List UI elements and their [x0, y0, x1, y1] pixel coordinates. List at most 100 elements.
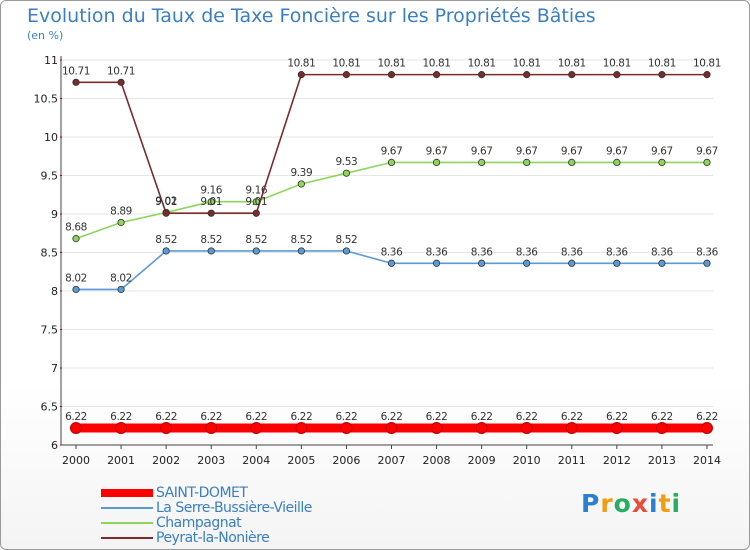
- series-line-3: [75, 73, 708, 215]
- x-tick-label: 2001: [107, 454, 135, 467]
- logo-letter: P: [581, 489, 601, 518]
- data-point: [252, 247, 260, 255]
- data-point: [613, 158, 621, 167]
- y-tick-label: 8.5: [41, 247, 59, 260]
- x-tick-label: 2011: [558, 454, 586, 467]
- data-label: 9.01: [200, 196, 222, 208]
- data-point: [658, 259, 666, 267]
- data-label: 6.22: [471, 411, 493, 423]
- data-point: [162, 209, 170, 217]
- data-point: [568, 158, 576, 167]
- x-tick-label: 2014: [693, 454, 721, 467]
- logo-letter: i: [649, 489, 659, 518]
- data-point: [655, 422, 668, 435]
- data-point: [523, 71, 531, 79]
- data-point: [475, 422, 488, 435]
- data-label: 9.67: [516, 145, 538, 157]
- logo-letter: x: [631, 489, 649, 518]
- data-label: 6.22: [696, 411, 718, 423]
- data-point: [703, 259, 711, 267]
- x-tick-label: 2003: [197, 454, 225, 467]
- data-point: [703, 158, 711, 167]
- data-label: 8.68: [65, 222, 87, 234]
- data-label: 10.71: [107, 65, 135, 77]
- data-point: [207, 209, 215, 217]
- data-label: 6.22: [426, 411, 448, 423]
- data-label: 8.36: [696, 246, 718, 258]
- x-tick-label: 2004: [242, 454, 270, 467]
- data-point: [703, 71, 711, 79]
- logo-letter: i: [671, 489, 682, 518]
- x-tick-label: 2005: [287, 454, 315, 467]
- data-label: 8.52: [155, 234, 177, 246]
- data-point: [115, 422, 128, 435]
- data-label: 6.22: [606, 411, 628, 423]
- legend-swatch: [101, 488, 153, 497]
- data-label: 9.39: [290, 167, 312, 179]
- data-label: 10.81: [423, 58, 451, 70]
- data-point: [207, 198, 215, 206]
- y-tick-label: 7.5: [41, 324, 59, 337]
- data-point: [162, 247, 170, 255]
- legend-swatch: [101, 506, 153, 509]
- data-label: 6.22: [651, 411, 673, 423]
- data-label: 10.81: [468, 58, 496, 70]
- legend-item: SAINT-DOMET: [101, 485, 312, 501]
- data-label: 8.52: [200, 234, 222, 246]
- data-label: 8.52: [245, 234, 267, 246]
- data-point: [523, 158, 531, 167]
- data-point: [520, 422, 533, 435]
- data-point: [70, 422, 82, 435]
- y-tick-label: 9: [51, 208, 58, 221]
- logo-letter: t: [658, 489, 672, 518]
- data-label: 10.81: [558, 58, 586, 70]
- data-point: [117, 285, 125, 294]
- x-tick-label: 2013: [648, 454, 676, 467]
- data-point: [117, 78, 125, 86]
- data-point: [387, 71, 396, 79]
- data-point: [297, 71, 305, 79]
- x-tick-label: 2002: [152, 454, 180, 467]
- y-tick-label: 6.5: [41, 401, 59, 414]
- data-label: 9.16: [200, 185, 222, 197]
- data-point: [613, 259, 621, 267]
- proxiti-logo[interactable]: Proxiti: [581, 489, 681, 518]
- data-point: [478, 158, 486, 167]
- data-label: 9.67: [381, 145, 403, 157]
- data-point: [342, 169, 351, 177]
- data-label: 10.81: [513, 58, 541, 70]
- legend-item: Champagnat: [101, 515, 312, 531]
- chart-legend: SAINT-DOMET La Serre-Bussière-Vieille Cham…: [101, 485, 312, 546]
- y-tick-label: 6: [51, 439, 58, 452]
- data-point: [250, 422, 263, 435]
- data-point: [385, 422, 398, 435]
- data-label: 8.52: [290, 234, 312, 246]
- y-tick-label: 8: [51, 285, 58, 298]
- x-tick-label: 2008: [423, 454, 451, 467]
- x-tick-label: 2000: [62, 454, 90, 467]
- data-label: 9.67: [606, 145, 628, 157]
- data-point: [342, 71, 351, 79]
- data-point: [430, 422, 443, 435]
- data-point: [568, 259, 576, 267]
- data-label: 8.36: [516, 246, 538, 258]
- data-point: [478, 71, 486, 79]
- data-point: [387, 158, 396, 167]
- data-label: 8.02: [65, 272, 87, 284]
- data-label: 8.36: [606, 246, 628, 258]
- data-label: 6.22: [516, 411, 538, 423]
- data-point: [295, 422, 308, 435]
- legend-swatch: [101, 521, 153, 524]
- logo-letter: o: [613, 489, 632, 518]
- data-point: [478, 259, 486, 267]
- data-point: [297, 247, 305, 255]
- data-label: 6.22: [290, 411, 312, 423]
- legend-label: Peyrat-la-Nonière: [156, 529, 270, 546]
- data-label: 8.02: [110, 272, 132, 284]
- data-label: 6.22: [200, 411, 222, 423]
- data-point: [252, 209, 260, 217]
- data-label: 6.22: [381, 411, 403, 423]
- data-point: [565, 422, 578, 435]
- data-point: [297, 180, 305, 188]
